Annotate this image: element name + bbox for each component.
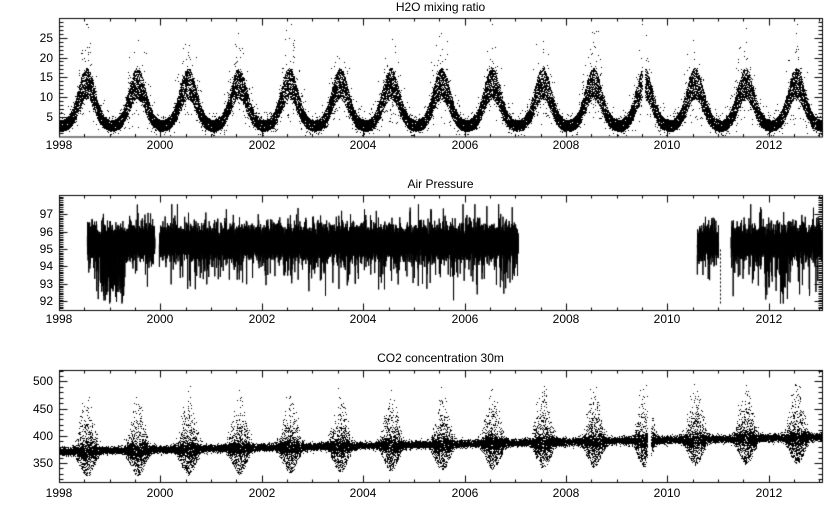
y-tick-label: 450	[32, 402, 53, 416]
x-tick-label: 2006	[451, 486, 479, 500]
x-tick-label: 2010	[653, 486, 681, 500]
co2-panel-title: CO2 concentration 30m	[377, 351, 504, 365]
y-tick-label: 350	[32, 456, 53, 470]
y-tick-label: 5	[46, 110, 53, 124]
x-tick-label: 2010	[653, 138, 681, 152]
x-tick-label: 2000	[146, 486, 174, 500]
y-tick-label: 95	[39, 242, 53, 256]
x-tick-label: 2008	[552, 312, 580, 326]
x-tick-label: 2012	[755, 486, 783, 500]
x-tick-label: 2010	[653, 312, 681, 326]
x-tick-label: 2002	[248, 486, 276, 500]
y-tick-label: 15	[39, 70, 53, 84]
x-tick-label: 2006	[451, 312, 479, 326]
x-tick-label: 2012	[755, 138, 783, 152]
x-tick-label: 2004	[349, 138, 377, 152]
x-tick-label: 2002	[248, 312, 276, 326]
x-tick-label: 2008	[552, 486, 580, 500]
y-tick-label: 96	[39, 225, 53, 239]
y-tick-label: 92	[39, 294, 53, 308]
y-tick-label: 400	[32, 429, 53, 443]
x-tick-label: 2012	[755, 312, 783, 326]
y-tick-label: 94	[39, 259, 53, 273]
y-tick-label: 93	[39, 277, 53, 291]
x-tick-label: 2006	[451, 138, 479, 152]
x-tick-label: 1998	[45, 486, 73, 500]
x-tick-label: 2000	[146, 312, 174, 326]
x-tick-label: 2004	[349, 312, 377, 326]
pressure-panel-title: Air Pressure	[407, 177, 474, 191]
x-tick-label: 2008	[552, 138, 580, 152]
y-tick-label: 20	[39, 51, 53, 65]
x-tick-label: 2004	[349, 486, 377, 500]
x-tick-label: 1998	[45, 312, 73, 326]
x-tick-label: 1998	[45, 138, 73, 152]
y-tick-label: 97	[39, 207, 53, 221]
y-tick-label: 500	[32, 374, 53, 388]
h2o-panel-title: H2O mixing ratio	[395, 0, 486, 14]
x-tick-label: 2000	[146, 138, 174, 152]
y-tick-label: 10	[39, 90, 53, 104]
y-tick-label: 25	[39, 31, 53, 45]
x-tick-label: 2002	[248, 138, 276, 152]
